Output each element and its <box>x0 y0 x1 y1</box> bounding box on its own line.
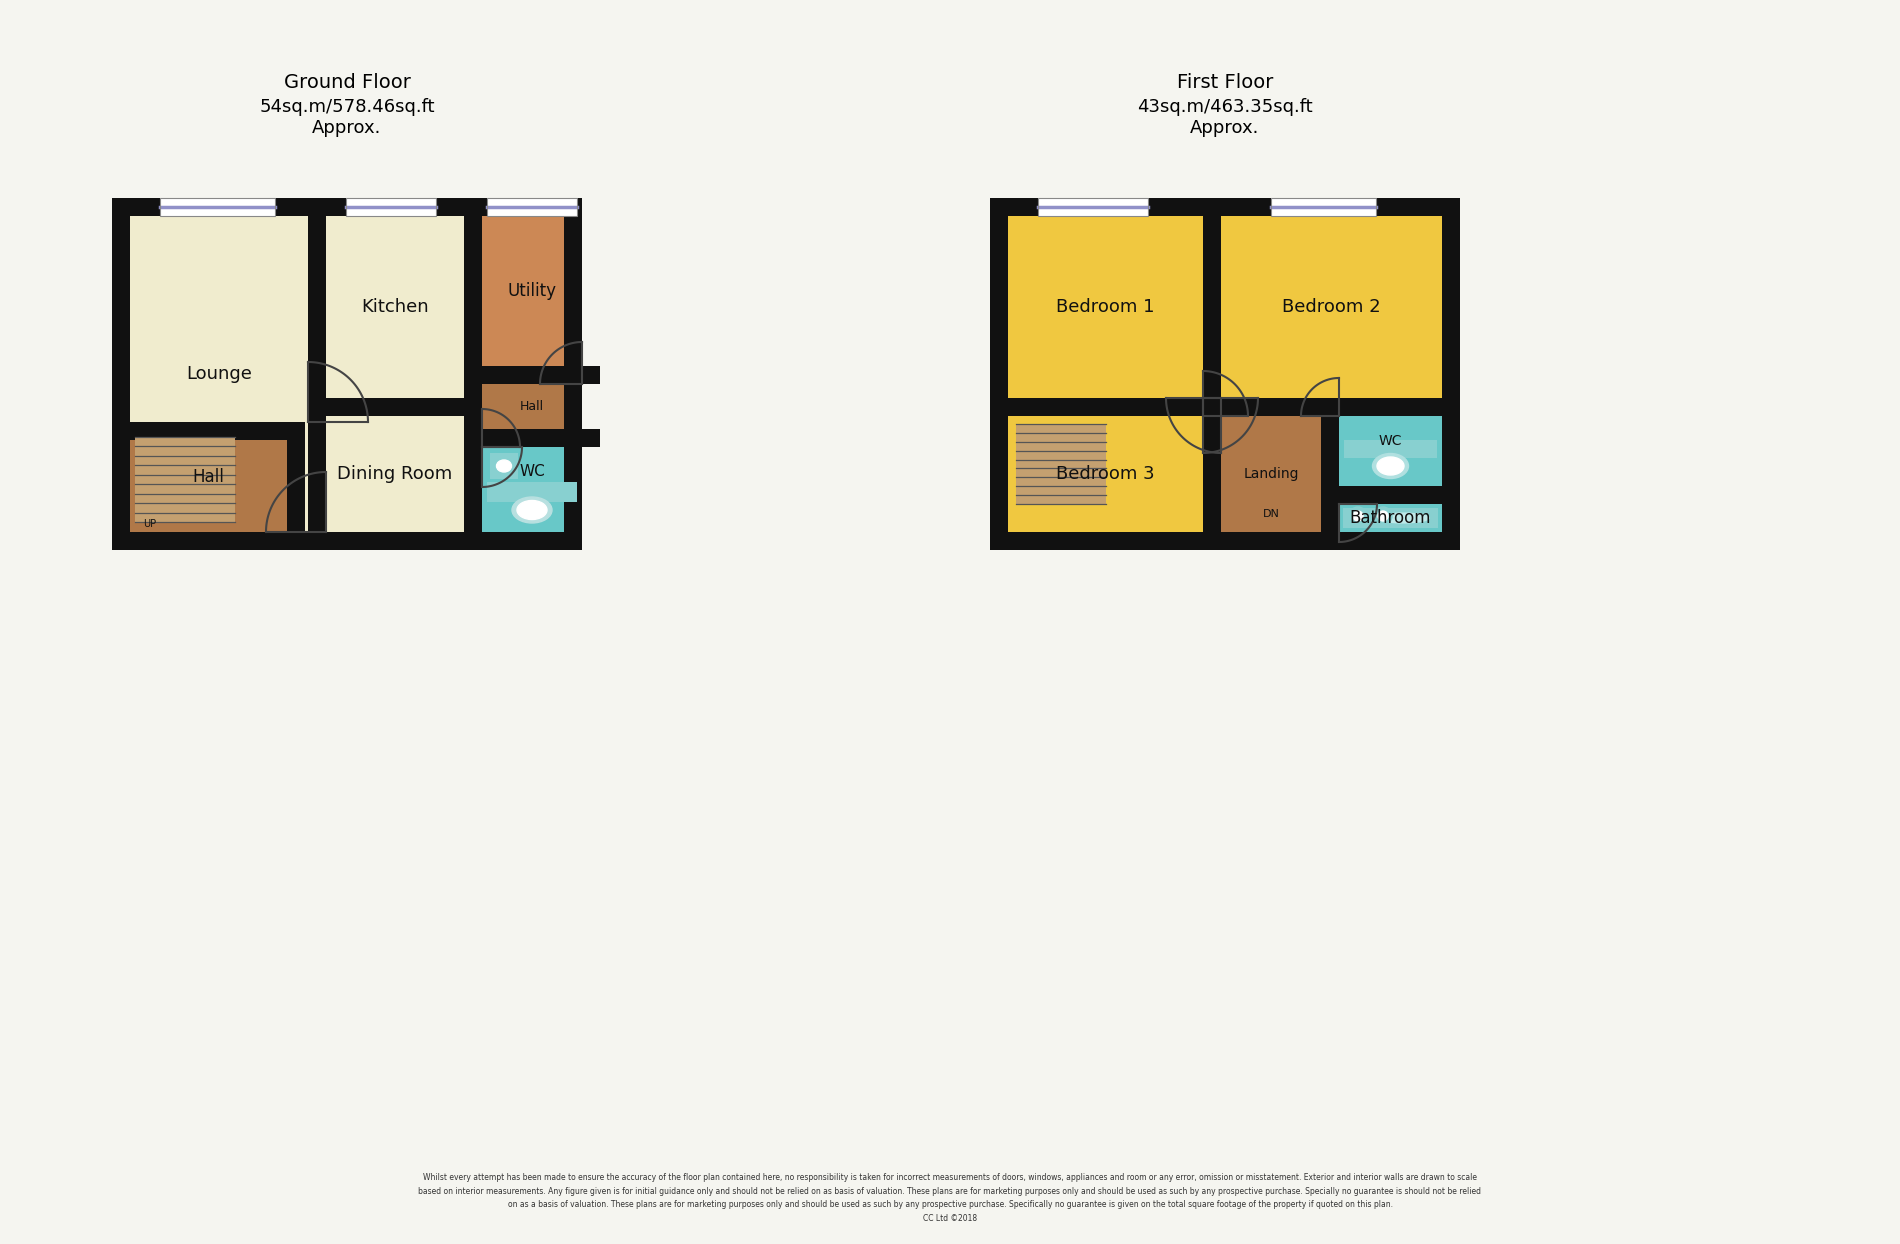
Bar <box>346 198 435 216</box>
Text: Bathroom: Bathroom <box>1349 509 1431 527</box>
Bar <box>112 198 129 550</box>
Text: Approx.: Approx. <box>1189 119 1260 137</box>
Text: Dining Room: Dining Room <box>338 465 452 483</box>
Bar <box>1009 216 1203 398</box>
Bar <box>990 198 1009 550</box>
Bar <box>483 216 581 366</box>
Text: 43sq.m/463.35sq.ft: 43sq.m/463.35sq.ft <box>1138 98 1313 116</box>
Bar <box>1343 440 1436 458</box>
Text: Hall: Hall <box>192 468 224 486</box>
Text: Ground Floor: Ground Floor <box>283 72 410 92</box>
Bar <box>1203 198 1222 550</box>
Ellipse shape <box>511 498 553 522</box>
Ellipse shape <box>1378 513 1429 522</box>
Text: Lounge: Lounge <box>186 364 253 383</box>
Bar <box>1009 415 1203 532</box>
Text: 54sq.m/578.46sq.ft: 54sq.m/578.46sq.ft <box>258 98 435 116</box>
Text: Bedroom 2: Bedroom 2 <box>1282 299 1381 316</box>
Bar <box>1340 415 1442 486</box>
Bar <box>346 198 435 216</box>
Circle shape <box>1374 508 1393 525</box>
Bar <box>1320 398 1340 532</box>
Bar <box>486 198 578 216</box>
Bar <box>1222 415 1320 532</box>
Text: Hall: Hall <box>521 401 543 413</box>
Bar <box>483 447 581 532</box>
Bar <box>1009 216 1203 532</box>
Circle shape <box>1378 511 1389 521</box>
Text: Landing: Landing <box>1243 466 1300 481</box>
Ellipse shape <box>1378 457 1404 475</box>
Bar <box>129 422 306 440</box>
Text: Approx.: Approx. <box>312 119 382 137</box>
Bar <box>160 198 276 216</box>
Text: Bedroom 3: Bedroom 3 <box>1056 465 1155 483</box>
Text: First Floor: First Floor <box>1176 72 1273 92</box>
Bar <box>486 198 578 216</box>
Bar <box>564 198 581 550</box>
Bar <box>483 384 581 429</box>
Bar <box>308 198 327 550</box>
Bar <box>1222 216 1442 398</box>
Circle shape <box>1349 508 1366 525</box>
Text: Kitchen: Kitchen <box>361 299 429 316</box>
Bar <box>990 198 1459 216</box>
Bar <box>160 198 276 216</box>
Bar <box>327 216 464 398</box>
Bar <box>490 453 519 479</box>
Bar <box>1037 198 1148 216</box>
Bar <box>464 366 600 384</box>
Ellipse shape <box>496 460 511 471</box>
Text: Utility: Utility <box>507 282 557 300</box>
Bar <box>1343 508 1438 527</box>
Bar <box>1271 198 1376 216</box>
Bar <box>464 198 483 550</box>
Text: WC: WC <box>1379 434 1402 448</box>
Bar <box>1340 504 1442 532</box>
Circle shape <box>1353 511 1362 521</box>
Text: Bedroom 1: Bedroom 1 <box>1056 299 1155 316</box>
Text: DN: DN <box>1264 509 1279 519</box>
Text: WC: WC <box>519 464 545 479</box>
Bar <box>327 415 464 532</box>
Bar <box>129 216 308 532</box>
Ellipse shape <box>517 500 547 520</box>
Ellipse shape <box>1372 454 1408 479</box>
Bar <box>287 422 306 550</box>
Bar <box>129 422 287 532</box>
Bar <box>112 198 581 216</box>
Bar <box>135 437 236 522</box>
Text: Whilst every attempt has been made to ensure the accuracy of the floor plan cont: Whilst every attempt has been made to en… <box>418 1173 1482 1223</box>
Bar <box>1271 198 1376 216</box>
Bar <box>112 532 581 550</box>
Text: UP: UP <box>142 519 156 529</box>
Bar <box>464 429 600 447</box>
Bar <box>1222 398 1459 415</box>
Bar <box>1009 398 1222 415</box>
Bar <box>486 481 578 503</box>
Bar <box>1442 198 1459 550</box>
Bar <box>1340 486 1459 504</box>
Bar <box>1017 424 1106 504</box>
Bar <box>327 398 483 415</box>
Bar <box>990 532 1459 550</box>
Bar <box>1037 198 1148 216</box>
